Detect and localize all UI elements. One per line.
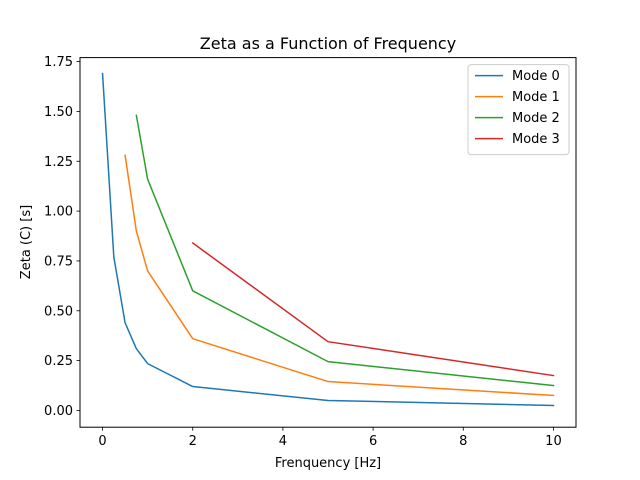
legend-label: Mode 2 [512,111,560,126]
legend-label: Mode 1 [512,90,560,105]
x-tick-label: 8 [459,434,467,449]
x-axis: 0 2 4 6 8 10 [98,427,562,449]
plot-frame [79,57,577,428]
x-tick-label: 0 [98,434,106,449]
series-line-mode-1 [124,154,555,397]
y-tick-label: 0.75 [44,254,73,269]
x-tick-label: 4 [279,434,287,449]
x-tick-label: 10 [545,434,562,449]
legend-box [467,64,570,156]
series-line-mode-2 [135,114,555,387]
y-tick-label: 0.00 [44,404,73,419]
chart-title: Zeta as a Function of Frequency [200,34,456,53]
series-layer [101,72,555,407]
y-tick-label: 1.75 [44,55,73,70]
y-tick-label: 1.00 [44,205,73,220]
x-axis-label: Frenquency [Hz] [275,456,381,471]
y-tick-label: 0.25 [44,354,73,369]
series-line-mode-3 [191,241,555,377]
x-tick-label: 6 [369,434,377,449]
y-axis: 0.00 0.25 0.50 0.75 1.00 1.25 1.50 1.75 [44,55,80,419]
y-tick-label: 1.25 [44,155,73,170]
x-tick-label: 2 [189,434,197,449]
series-line-mode-0 [101,72,555,407]
y-tick-label: 1.50 [44,105,73,120]
legend: Mode 0 Mode 1 Mode 2 Mode 3 [467,64,570,156]
legend-label: Mode 3 [512,132,560,147]
y-axis-label: Zeta (C) [s] [19,205,34,279]
y-tick-label: 0.50 [44,304,73,319]
legend-label: Mode 0 [512,69,560,84]
